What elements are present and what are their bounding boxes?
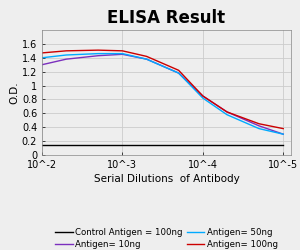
Antigen= 50ng [281,133,285,136]
Control Antigen = 100ng [201,143,205,146]
Antigen= 10ng [96,54,100,57]
Antigen= 100ng [121,49,124,52]
Antigen= 10ng [225,110,229,114]
Antigen= 100ng [40,52,44,54]
Title: ELISA Result: ELISA Result [107,9,226,27]
Antigen= 50ng [201,96,205,100]
Antigen= 100ng [225,110,229,114]
Line: Antigen= 100ng: Antigen= 100ng [42,50,283,128]
Legend: Control Antigen = 100ng, Antigen= 10ng, Antigen= 50ng, Antigen= 100ng: Control Antigen = 100ng, Antigen= 10ng, … [55,228,278,249]
Antigen= 10ng [64,58,68,61]
Control Antigen = 100ng [40,143,44,146]
Control Antigen = 100ng [121,143,124,146]
Antigen= 50ng [40,56,44,59]
Line: Antigen= 10ng: Antigen= 10ng [42,54,283,134]
Antigen= 10ng [281,133,285,136]
Antigen= 100ng [145,55,148,58]
Y-axis label: O.D.: O.D. [9,81,19,104]
Antigen= 100ng [257,122,261,125]
Antigen= 10ng [257,124,261,127]
Antigen= 50ng [64,54,68,56]
Antigen= 10ng [201,94,205,98]
Antigen= 50ng [257,127,261,130]
Antigen= 50ng [96,52,100,55]
Antigen= 10ng [121,53,124,56]
Antigen= 10ng [40,63,44,66]
Line: Antigen= 50ng: Antigen= 50ng [42,54,283,134]
Control Antigen = 100ng [281,143,285,146]
Antigen= 50ng [145,58,148,61]
Antigen= 100ng [201,94,205,98]
Antigen= 10ng [177,72,180,74]
Antigen= 100ng [281,127,285,130]
Antigen= 100ng [96,49,100,52]
Antigen= 100ng [64,49,68,52]
Antigen= 100ng [177,69,180,72]
Antigen= 50ng [177,72,180,74]
Antigen= 50ng [225,113,229,116]
Antigen= 50ng [121,52,124,55]
X-axis label: Serial Dilutions  of Antibody: Serial Dilutions of Antibody [94,174,239,184]
Antigen= 10ng [145,58,148,61]
